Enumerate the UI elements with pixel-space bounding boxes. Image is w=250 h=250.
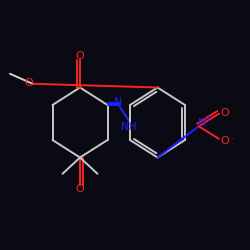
- Text: ⁻: ⁻: [230, 136, 234, 144]
- Text: +: +: [204, 114, 211, 123]
- Text: O: O: [76, 51, 84, 61]
- Text: NH: NH: [121, 122, 136, 132]
- Text: O: O: [221, 136, 230, 146]
- Text: O: O: [24, 78, 33, 88]
- Text: O: O: [220, 108, 229, 118]
- Text: O: O: [76, 184, 84, 194]
- Text: N: N: [114, 97, 122, 107]
- Text: N: N: [198, 118, 206, 128]
